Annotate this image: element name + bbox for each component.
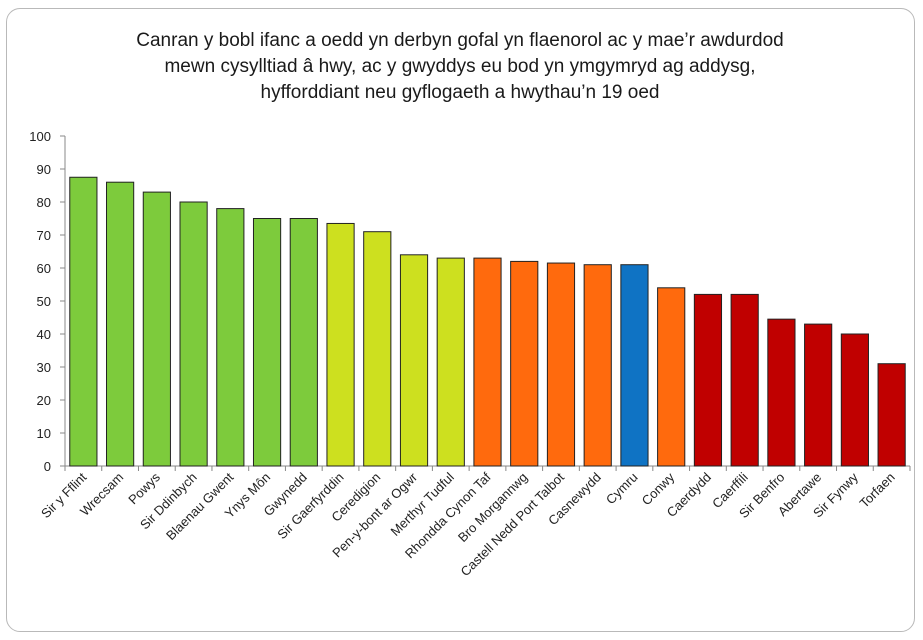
bar bbox=[510, 260, 539, 467]
bar bbox=[326, 222, 355, 467]
category-label: Cymru bbox=[603, 470, 641, 508]
bar bbox=[546, 262, 576, 467]
y-tick-label: 20 bbox=[37, 393, 51, 408]
chart-title: Canran y bobl ifanc a oedd yn derbyn gof… bbox=[80, 28, 840, 106]
bar bbox=[583, 264, 612, 467]
chart-title-line-1: Canran y bobl ifanc a oedd yn derbyn gof… bbox=[136, 30, 784, 51]
y-tick-label: 50 bbox=[37, 294, 51, 309]
bar bbox=[620, 264, 649, 467]
y-tick-label: 90 bbox=[37, 162, 51, 177]
bar bbox=[657, 287, 686, 467]
bars bbox=[69, 176, 906, 467]
bar bbox=[693, 293, 723, 467]
bar bbox=[473, 257, 502, 467]
bar bbox=[69, 176, 98, 467]
bar bbox=[804, 323, 833, 467]
bar bbox=[216, 208, 245, 467]
y-tick-label: 80 bbox=[37, 195, 51, 210]
bar bbox=[142, 191, 171, 467]
y-tick-label: 10 bbox=[37, 426, 51, 441]
bar bbox=[730, 293, 759, 467]
y-tick-label: 60 bbox=[37, 261, 51, 276]
x-axis bbox=[64, 465, 911, 471]
y-tick-label: 100 bbox=[29, 129, 51, 144]
category-label: Torfaen bbox=[856, 470, 897, 511]
bar bbox=[252, 218, 282, 467]
bar bbox=[767, 318, 796, 467]
y-tick-label: 30 bbox=[37, 360, 51, 375]
bar bbox=[840, 333, 869, 467]
y-tick-label: 70 bbox=[37, 228, 51, 243]
bar bbox=[106, 181, 135, 467]
chart-title-line-3: hyfforddiant neu gyflogaeth a hwythau’n … bbox=[260, 82, 660, 103]
bar bbox=[179, 201, 208, 467]
y-tick-label: 40 bbox=[37, 327, 51, 342]
bar bbox=[877, 363, 906, 467]
bar bbox=[399, 254, 429, 467]
bar bbox=[289, 218, 318, 467]
bar bbox=[436, 257, 465, 467]
chart-title-line-2: mewn cysylltiad â hwy, ac y gwyddys eu b… bbox=[164, 56, 756, 77]
y-axis: 0 10 20 30 40 50 60 70 80 90 100 bbox=[29, 129, 66, 474]
bar bbox=[363, 231, 392, 467]
y-tick-label: 0 bbox=[44, 459, 51, 474]
